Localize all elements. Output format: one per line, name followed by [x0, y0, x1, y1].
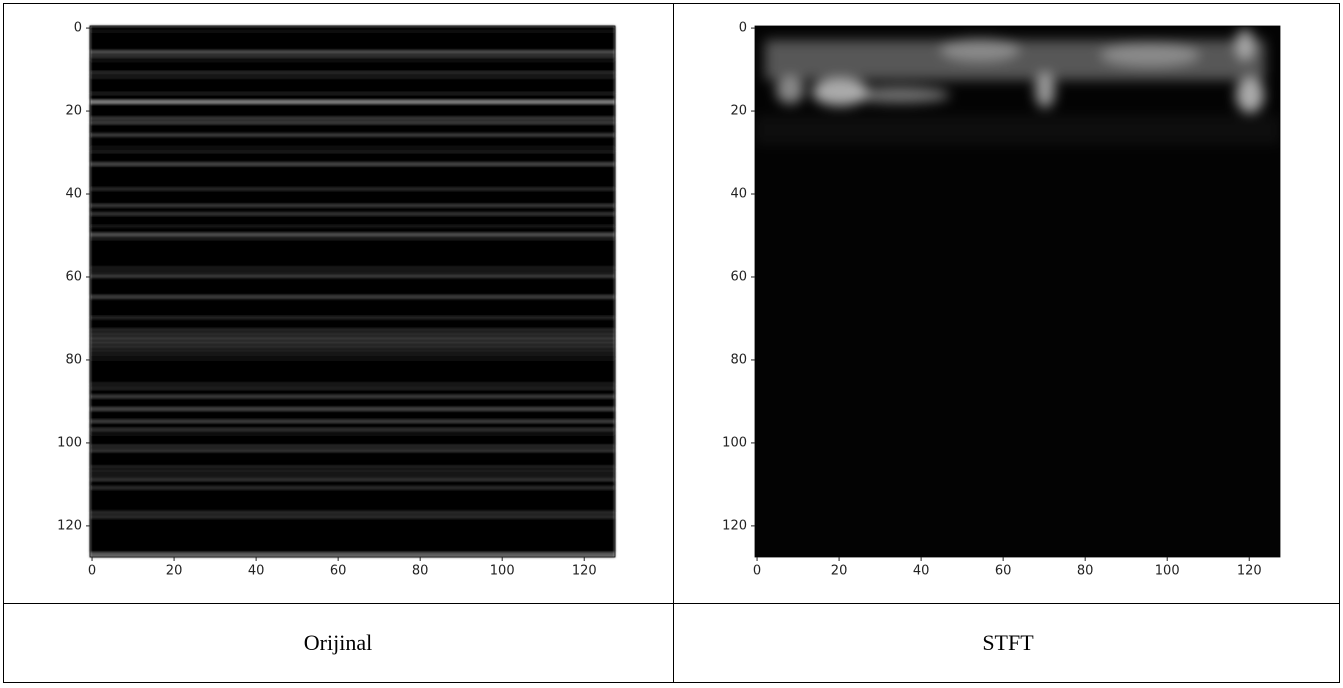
image-stripe [90, 146, 615, 149]
y-tick-label: 40 [730, 187, 747, 202]
original-image [90, 26, 615, 557]
stft-spot [776, 76, 804, 104]
y-tick-label: 80 [730, 352, 747, 367]
x-tick-label: 100 [1155, 564, 1180, 579]
x-tick-label: 120 [572, 564, 597, 579]
image-stripe [90, 266, 615, 269]
image-stripe [90, 150, 615, 153]
image-stripe [90, 316, 615, 319]
image-stripe [90, 474, 615, 477]
image-stripe [90, 204, 615, 207]
image-stripe [90, 333, 615, 336]
y-tick-label: 0 [739, 21, 747, 36]
image-stripe [90, 225, 615, 228]
y-tick-label: 40 [65, 187, 82, 202]
image-stripe [90, 30, 615, 33]
image-stripe [90, 295, 615, 299]
image-stripe [90, 233, 615, 236]
axes-frame [754, 25, 1281, 558]
image-stripe [90, 515, 615, 518]
image-stripe [90, 162, 615, 166]
image-stripe [90, 470, 615, 473]
image-stripe [90, 445, 615, 448]
x-tick-label: 60 [995, 564, 1012, 579]
image-stripe [90, 328, 615, 332]
y-tick-label: 100 [722, 435, 747, 450]
y-tick-label: 120 [57, 518, 82, 533]
x-tick-label: 0 [753, 564, 761, 579]
caption: STFT [982, 630, 1034, 655]
image-stripe [90, 420, 615, 423]
image-stripe [90, 275, 615, 278]
y-tick-label: 100 [57, 435, 82, 450]
stft-spot [1236, 77, 1264, 113]
x-tick-label: 0 [88, 564, 96, 579]
x-tick-label: 40 [248, 564, 265, 579]
image-stripe [90, 432, 615, 435]
chart: 0 20 40 60 80 100 120 0 20 40 60 80 100 120 [57, 21, 616, 579]
image-stripe [90, 486, 615, 489]
x-tick-label: 120 [1237, 564, 1262, 579]
image-stripe [90, 358, 615, 361]
image-stripe [90, 121, 615, 124]
stft-spot [850, 87, 950, 103]
image-stripe [90, 382, 615, 386]
y-tick-label: 120 [722, 518, 747, 533]
image-stripe [90, 387, 615, 390]
stft-spot [940, 38, 1020, 62]
x-tick-label: 20 [166, 564, 183, 579]
axes-frame [89, 25, 616, 558]
stft-fade [755, 115, 1280, 145]
image-stripe [90, 349, 615, 352]
image-stripe [90, 187, 615, 191]
image-stripe [90, 55, 615, 58]
image-stripe [90, 133, 615, 137]
stft-highlights [755, 29, 1280, 145]
image-stripe [90, 212, 615, 215]
stft-spot [1235, 29, 1255, 61]
image-stripe [90, 478, 615, 481]
stft-image [755, 26, 1280, 557]
x-tick-label: 80 [1077, 564, 1094, 579]
image-stripe [90, 449, 615, 452]
image-stripe [90, 345, 615, 348]
x-tick-label: 40 [913, 564, 930, 579]
image-stripe [90, 71, 615, 74]
y-tick-label: 80 [65, 352, 82, 367]
y-tick-label: 60 [65, 269, 82, 284]
stft-spot [1100, 43, 1200, 67]
x-tick-label: 20 [831, 564, 848, 579]
chart: 0 20 40 60 80 100 120 0 20 40 60 80 100 120 [722, 21, 1281, 579]
y-tick-label: 0 [74, 21, 82, 36]
original-background [90, 26, 615, 557]
image-stripe [90, 117, 615, 120]
image-stripe [90, 237, 615, 240]
image-stripe [90, 75, 615, 78]
image-stripe [90, 465, 615, 469]
image-stripe [90, 353, 615, 357]
x-tick-label: 100 [490, 564, 515, 579]
image-stripe [90, 92, 615, 95]
y-tick-label: 20 [730, 104, 747, 119]
caption: Orijinal [304, 630, 372, 655]
x-tick-label: 80 [412, 564, 429, 579]
x-tick-label: 60 [330, 564, 347, 579]
y-tick-label: 20 [65, 104, 82, 119]
image-stripe [90, 59, 615, 62]
image-stripe [90, 270, 615, 274]
image-stripe [90, 337, 615, 340]
image-stripe [90, 553, 615, 556]
image-stripe [90, 341, 615, 344]
image-stripe [90, 511, 615, 514]
stft-spot [812, 78, 868, 106]
image-stripe [90, 428, 615, 431]
y-tick-label: 60 [730, 269, 747, 284]
stft-spot [1035, 72, 1055, 108]
image-stripe [90, 407, 615, 411]
image-stripe [90, 100, 615, 104]
image-stripe [90, 50, 615, 54]
image-stripe [90, 395, 615, 398]
